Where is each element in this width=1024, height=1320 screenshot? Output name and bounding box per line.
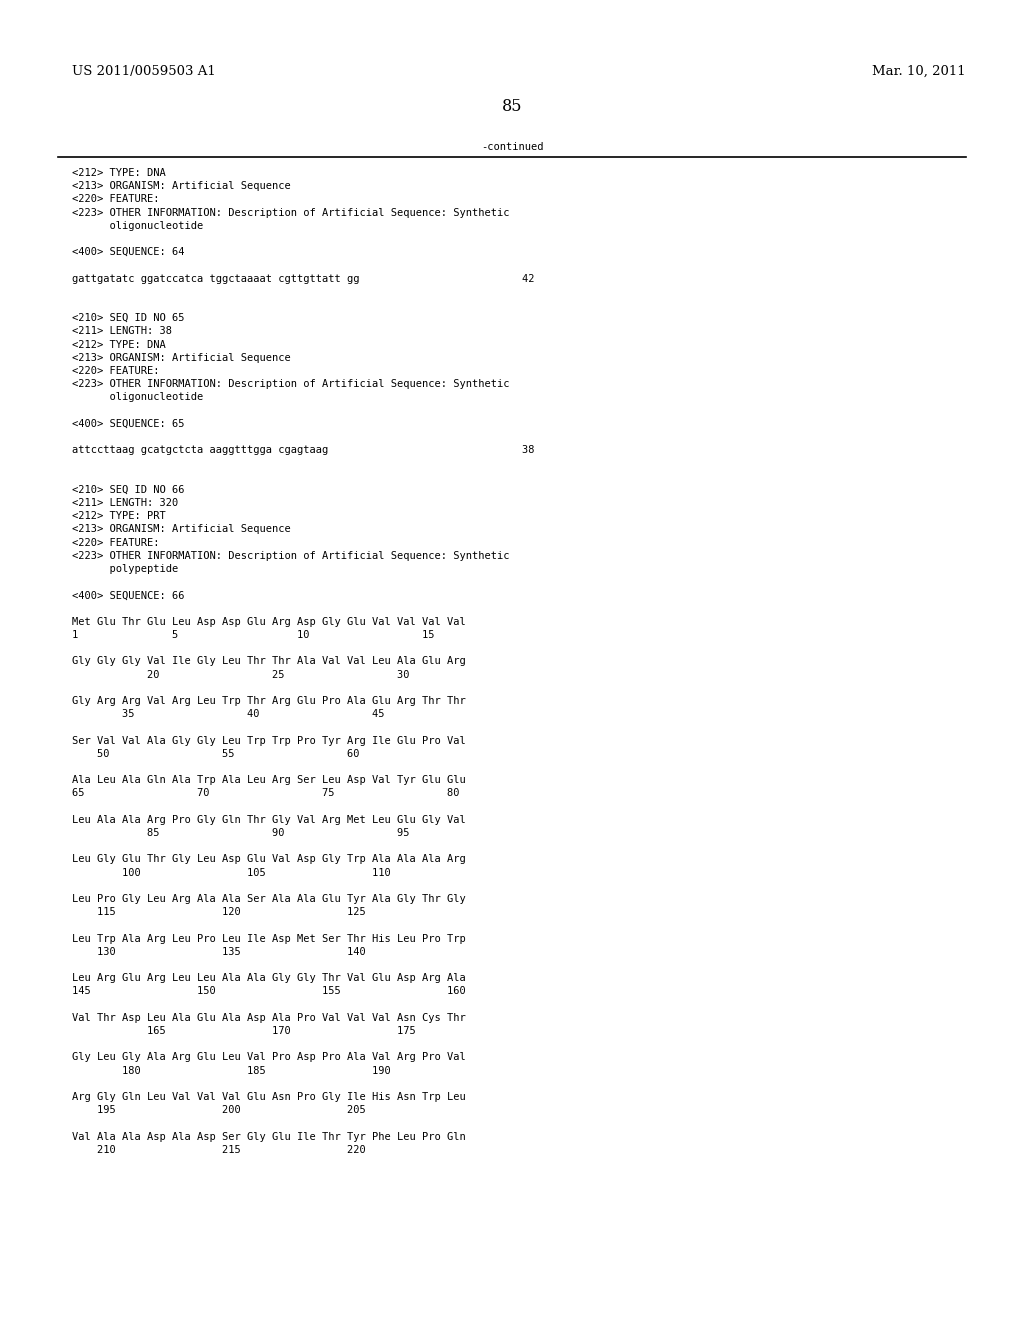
Text: <223> OTHER INFORMATION: Description of Artificial Sequence: Synthetic: <223> OTHER INFORMATION: Description of … bbox=[72, 550, 510, 561]
Text: <220> FEATURE:: <220> FEATURE: bbox=[72, 366, 160, 376]
Text: 85                  90                  95: 85 90 95 bbox=[72, 828, 410, 838]
Text: 130                 135                 140: 130 135 140 bbox=[72, 946, 366, 957]
Text: 50                  55                  60: 50 55 60 bbox=[72, 748, 359, 759]
Text: 35                  40                  45: 35 40 45 bbox=[72, 709, 384, 719]
Text: 145                 150                 155                 160: 145 150 155 160 bbox=[72, 986, 466, 997]
Text: <212> TYPE: DNA: <212> TYPE: DNA bbox=[72, 339, 166, 350]
Text: <212> TYPE: PRT: <212> TYPE: PRT bbox=[72, 511, 166, 521]
Text: <400> SEQUENCE: 65: <400> SEQUENCE: 65 bbox=[72, 418, 184, 429]
Text: Leu Ala Ala Arg Pro Gly Gln Thr Gly Val Arg Met Leu Glu Gly Val: Leu Ala Ala Arg Pro Gly Gln Thr Gly Val … bbox=[72, 814, 466, 825]
Text: 180                 185                 190: 180 185 190 bbox=[72, 1065, 391, 1076]
Text: oligonucleotide: oligonucleotide bbox=[72, 392, 203, 403]
Text: <223> OTHER INFORMATION: Description of Artificial Sequence: Synthetic: <223> OTHER INFORMATION: Description of … bbox=[72, 207, 510, 218]
Text: <212> TYPE: DNA: <212> TYPE: DNA bbox=[72, 168, 166, 178]
Text: 195                 200                 205: 195 200 205 bbox=[72, 1105, 366, 1115]
Text: Gly Arg Arg Val Arg Leu Trp Thr Arg Glu Pro Ala Glu Arg Thr Thr: Gly Arg Arg Val Arg Leu Trp Thr Arg Glu … bbox=[72, 696, 466, 706]
Text: Leu Pro Gly Leu Arg Ala Ala Ser Ala Ala Glu Tyr Ala Gly Thr Gly: Leu Pro Gly Leu Arg Ala Ala Ser Ala Ala … bbox=[72, 894, 466, 904]
Text: Ala Leu Ala Gln Ala Trp Ala Leu Arg Ser Leu Asp Val Tyr Glu Glu: Ala Leu Ala Gln Ala Trp Ala Leu Arg Ser … bbox=[72, 775, 466, 785]
Text: Gly Leu Gly Ala Arg Glu Leu Val Pro Asp Pro Ala Val Arg Pro Val: Gly Leu Gly Ala Arg Glu Leu Val Pro Asp … bbox=[72, 1052, 466, 1063]
Text: <211> LENGTH: 38: <211> LENGTH: 38 bbox=[72, 326, 172, 337]
Text: Leu Trp Ala Arg Leu Pro Leu Ile Asp Met Ser Thr His Leu Pro Trp: Leu Trp Ala Arg Leu Pro Leu Ile Asp Met … bbox=[72, 933, 466, 944]
Text: 165                 170                 175: 165 170 175 bbox=[72, 1026, 416, 1036]
Text: -continued: -continued bbox=[480, 143, 544, 152]
Text: US 2011/0059503 A1: US 2011/0059503 A1 bbox=[72, 65, 216, 78]
Text: <210> SEQ ID NO 65: <210> SEQ ID NO 65 bbox=[72, 313, 184, 323]
Text: 115                 120                 125: 115 120 125 bbox=[72, 907, 366, 917]
Text: <223> OTHER INFORMATION: Description of Artificial Sequence: Synthetic: <223> OTHER INFORMATION: Description of … bbox=[72, 379, 510, 389]
Text: Val Thr Asp Leu Ala Glu Ala Asp Ala Pro Val Val Val Asn Cys Thr: Val Thr Asp Leu Ala Glu Ala Asp Ala Pro … bbox=[72, 1012, 466, 1023]
Text: Leu Gly Glu Thr Gly Leu Asp Glu Val Asp Gly Trp Ala Ala Ala Arg: Leu Gly Glu Thr Gly Leu Asp Glu Val Asp … bbox=[72, 854, 466, 865]
Text: 85: 85 bbox=[502, 98, 522, 115]
Text: Val Ala Ala Asp Ala Asp Ser Gly Glu Ile Thr Tyr Phe Leu Pro Gln: Val Ala Ala Asp Ala Asp Ser Gly Glu Ile … bbox=[72, 1131, 466, 1142]
Text: Met Glu Thr Glu Leu Asp Asp Glu Arg Asp Gly Glu Val Val Val Val: Met Glu Thr Glu Leu Asp Asp Glu Arg Asp … bbox=[72, 616, 466, 627]
Text: 1               5                   10                  15: 1 5 10 15 bbox=[72, 630, 434, 640]
Text: Gly Gly Gly Val Ile Gly Leu Thr Thr Ala Val Val Leu Ala Glu Arg: Gly Gly Gly Val Ile Gly Leu Thr Thr Ala … bbox=[72, 656, 466, 667]
Text: <220> FEATURE:: <220> FEATURE: bbox=[72, 194, 160, 205]
Text: gattgatatc ggatccatca tggctaaaat cgttgttatt gg                          42: gattgatatc ggatccatca tggctaaaat cgttgtt… bbox=[72, 273, 535, 284]
Text: polypeptide: polypeptide bbox=[72, 564, 178, 574]
Text: <210> SEQ ID NO 66: <210> SEQ ID NO 66 bbox=[72, 484, 184, 495]
Text: <400> SEQUENCE: 66: <400> SEQUENCE: 66 bbox=[72, 590, 184, 601]
Text: oligonucleotide: oligonucleotide bbox=[72, 220, 203, 231]
Text: <400> SEQUENCE: 64: <400> SEQUENCE: 64 bbox=[72, 247, 184, 257]
Text: attccttaag gcatgctcta aaggtttgga cgagtaag                               38: attccttaag gcatgctcta aaggtttgga cgagtaa… bbox=[72, 445, 535, 455]
Text: 100                 105                 110: 100 105 110 bbox=[72, 867, 391, 878]
Text: <213> ORGANISM: Artificial Sequence: <213> ORGANISM: Artificial Sequence bbox=[72, 181, 291, 191]
Text: <211> LENGTH: 320: <211> LENGTH: 320 bbox=[72, 498, 178, 508]
Text: Mar. 10, 2011: Mar. 10, 2011 bbox=[872, 65, 966, 78]
Text: 65                  70                  75                  80: 65 70 75 80 bbox=[72, 788, 460, 799]
Text: Leu Arg Glu Arg Leu Leu Ala Ala Gly Gly Thr Val Glu Asp Arg Ala: Leu Arg Glu Arg Leu Leu Ala Ala Gly Gly … bbox=[72, 973, 466, 983]
Text: <213> ORGANISM: Artificial Sequence: <213> ORGANISM: Artificial Sequence bbox=[72, 352, 291, 363]
Text: <213> ORGANISM: Artificial Sequence: <213> ORGANISM: Artificial Sequence bbox=[72, 524, 291, 535]
Text: Arg Gly Gln Leu Val Val Val Glu Asn Pro Gly Ile His Asn Trp Leu: Arg Gly Gln Leu Val Val Val Glu Asn Pro … bbox=[72, 1092, 466, 1102]
Text: Ser Val Val Ala Gly Gly Leu Trp Trp Pro Tyr Arg Ile Glu Pro Val: Ser Val Val Ala Gly Gly Leu Trp Trp Pro … bbox=[72, 735, 466, 746]
Text: 20                  25                  30: 20 25 30 bbox=[72, 669, 410, 680]
Text: <220> FEATURE:: <220> FEATURE: bbox=[72, 537, 160, 548]
Text: 210                 215                 220: 210 215 220 bbox=[72, 1144, 366, 1155]
